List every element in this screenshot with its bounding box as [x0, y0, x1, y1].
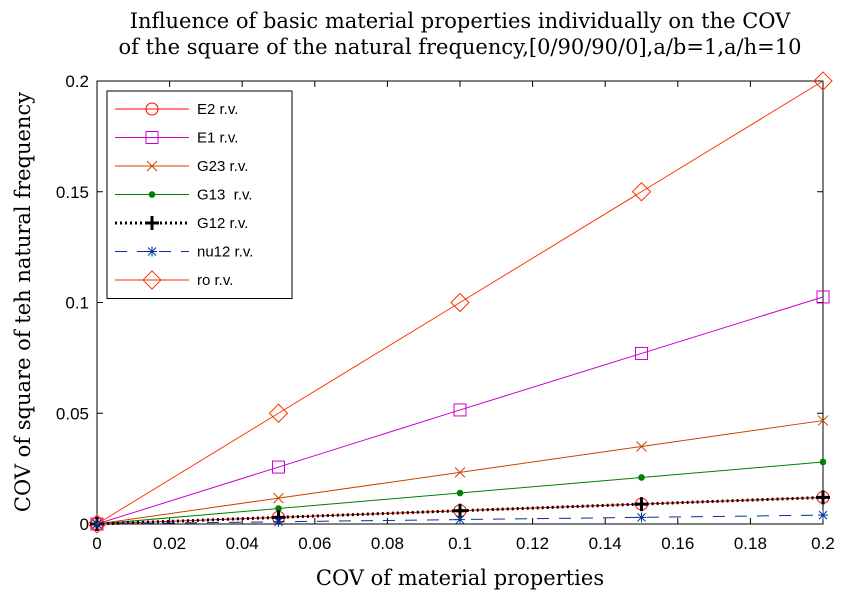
data-point — [456, 489, 464, 497]
legend-item: E1 r.v. — [115, 130, 238, 147]
x-tick-label: 0 — [92, 534, 101, 553]
legend-label: E2 r.v. — [197, 101, 238, 118]
x-tick-label: 0.12 — [516, 534, 549, 553]
data-point — [450, 292, 470, 313]
x-tick-label: 0.18 — [734, 534, 767, 553]
data-point — [635, 346, 648, 360]
legend-marker — [145, 102, 159, 116]
legend-marker — [147, 246, 157, 257]
x-tick-label: 0.14 — [589, 534, 622, 553]
data-point — [453, 403, 467, 417]
x-tick-label: 0.06 — [298, 534, 331, 553]
legend-label: G12 r.v. — [197, 215, 248, 232]
data-point — [631, 182, 652, 202]
data-point — [816, 490, 830, 505]
legend-item: G23 r.v. — [115, 158, 248, 175]
legend-label: G23 r.v. — [197, 158, 248, 175]
data-point — [638, 474, 645, 481]
x-tick-label: 0.2 — [811, 534, 835, 553]
x-tick-label: 0.08 — [371, 534, 404, 553]
legend-item: E2 r.v. — [115, 101, 238, 118]
legend: E2 r.v. E1 r.v. G23 r.v. G13 r.v. G12 r.v. nu… — [106, 90, 293, 299]
legend-marker — [146, 160, 158, 172]
y-tick-label: 0.2 — [65, 72, 89, 91]
series-layer — [87, 71, 833, 534]
data-point — [268, 403, 289, 423]
legend-item: ro r.v. — [115, 270, 233, 290]
data-point — [455, 514, 465, 525]
data-point — [454, 467, 466, 478]
y-axis-label: COV of square of teh natural frequency — [11, 92, 35, 512]
data-point — [634, 497, 649, 512]
legend-marker — [142, 270, 162, 290]
legend-label: nu12 r.v. — [197, 244, 253, 261]
legend-marker — [145, 216, 159, 230]
data-point — [87, 514, 107, 534]
data-point — [273, 492, 284, 504]
y-tick-label: 0.05 — [56, 404, 89, 423]
data-point — [813, 71, 833, 91]
axis-ticks: 0 0.02 0.04 0.06 0.08 0.1 0.12 0.14 0.16 0.18 0.2 0… — [56, 72, 835, 553]
x-axis-label: COV of material properties — [316, 566, 604, 590]
legend-label: ro r.v. — [197, 272, 233, 289]
data-point — [816, 290, 830, 304]
series-line — [96, 80, 824, 525]
chart-title-line-1: Influence of basic material properties i… — [130, 9, 791, 33]
data-point — [636, 441, 647, 452]
legend-marker — [148, 191, 156, 198]
x-tick-label: 0.04 — [226, 534, 259, 553]
series-6 — [87, 71, 833, 534]
legend-marker — [145, 131, 159, 144]
data-point — [818, 510, 828, 521]
y-tick-label: 0 — [80, 515, 89, 534]
series-line — [96, 495, 824, 526]
y-tick-label: 0.15 — [56, 183, 89, 202]
x-tick-label: 0.02 — [153, 534, 186, 553]
legend-item: G13 r.v. — [115, 187, 253, 204]
data-point — [636, 512, 647, 523]
data-point — [819, 458, 827, 466]
x-tick-label: 0.16 — [661, 534, 694, 553]
x-tick-label: 0.1 — [448, 534, 472, 553]
data-point — [272, 460, 285, 474]
legend-item: G12 r.v. — [115, 215, 248, 232]
series-line — [96, 296, 824, 525]
data-point — [817, 415, 829, 426]
legend-item: nu12 r.v. — [115, 244, 253, 261]
chart-title-line-2: of the square of the natural frequency,[… — [119, 35, 802, 59]
legend-label: G13 r.v. — [197, 187, 253, 204]
y-tick-label: 0.1 — [65, 294, 89, 313]
legend-label: E1 r.v. — [197, 130, 238, 147]
data-point — [273, 516, 284, 527]
